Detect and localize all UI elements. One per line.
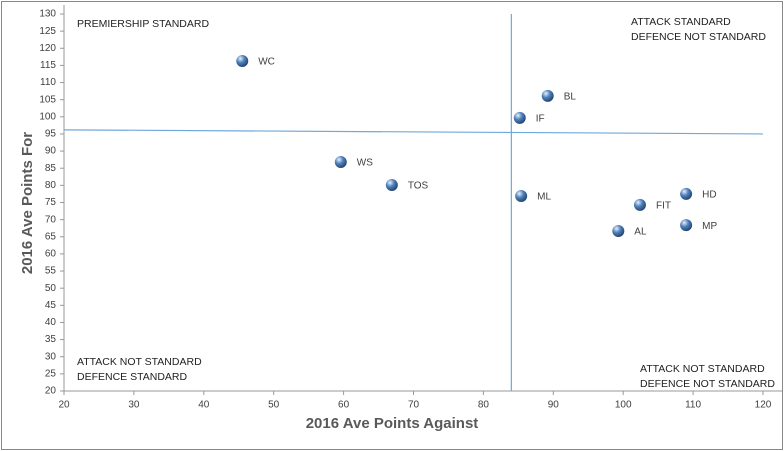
x-tick-label: 60 — [338, 400, 350, 411]
y-tick-label: 125 — [39, 26, 56, 37]
x-axis-title: 2016 Ave Points Against — [306, 415, 479, 432]
data-point — [612, 224, 625, 237]
y-tick-label: 100 — [39, 111, 56, 122]
point-label: IF — [536, 113, 545, 124]
y-tick-label: 105 — [39, 94, 56, 105]
y-tick-label: 30 — [45, 351, 57, 362]
data-point — [541, 89, 554, 102]
y-tick-label: 130 — [39, 9, 56, 20]
y-tick-label: 45 — [45, 300, 57, 311]
y-tick-label: 90 — [45, 146, 57, 157]
data-point — [334, 156, 347, 169]
point-label: FIT — [656, 201, 671, 212]
point-label: WC — [258, 57, 275, 68]
y-tick-label: 110 — [40, 77, 56, 88]
quadrant-annotation: ATTACK STANDARD — [631, 16, 731, 28]
point-label: TOS — [408, 181, 429, 192]
y-tick-label: 85 — [45, 163, 57, 174]
data-point — [513, 111, 526, 124]
y-tick-label: 20 — [45, 386, 57, 397]
x-tick-label: 90 — [548, 400, 560, 411]
data-point — [680, 187, 693, 200]
x-tick-label: 100 — [615, 400, 632, 411]
point-label: HD — [702, 190, 716, 201]
y-tick-label: 25 — [45, 369, 57, 380]
y-tick-label: 95 — [45, 129, 57, 140]
data-point — [515, 189, 528, 202]
quadrant-annotation: DEFENCE NOT STANDARD — [631, 31, 766, 43]
y-tick-label: 50 — [45, 283, 57, 294]
quadrant-annotation: PREMIERSHIP STANDARD — [77, 18, 209, 30]
y-tick-label: 70 — [45, 214, 57, 225]
point-label: ML — [537, 192, 551, 203]
point-label: AL — [634, 227, 647, 238]
quadrant-annotation: ATTACK NOT STANDARD — [77, 356, 202, 368]
data-point — [385, 179, 398, 192]
y-tick-label: 115 — [40, 60, 56, 71]
y-axis-title: 2016 Ave Points For — [19, 132, 36, 274]
x-tick-label: 20 — [58, 400, 70, 411]
x-tick-label: 40 — [198, 400, 210, 411]
x-tick-label: 70 — [408, 400, 420, 411]
data-point — [236, 54, 249, 67]
quadrant-annotation: DEFENCE NOT STANDARD — [640, 378, 775, 390]
y-tick-label: 55 — [45, 266, 57, 277]
y-tick-label: 80 — [45, 180, 57, 191]
data-point — [633, 198, 646, 211]
point-label: MP — [702, 221, 717, 232]
quadrant-annotation: DEFENCE STANDARD — [77, 371, 187, 383]
x-tick-label: 110 — [685, 400, 701, 411]
y-tick-label: 60 — [45, 249, 57, 260]
x-tick-label: 120 — [755, 400, 772, 411]
y-tick-label: 75 — [45, 197, 57, 208]
y-tick-label: 40 — [45, 317, 57, 328]
quadrant-annotation: ATTACK NOT STANDARD — [640, 363, 765, 375]
x-tick-label: 80 — [478, 400, 490, 411]
point-label: WS — [357, 158, 373, 169]
y-tick-label: 35 — [45, 334, 57, 345]
y-tick-label: 65 — [45, 231, 57, 242]
data-point — [680, 219, 693, 232]
x-tick-label: 30 — [128, 400, 140, 411]
reference-line — [63, 129, 764, 135]
y-tick-label: 120 — [39, 43, 56, 54]
point-label: BL — [564, 92, 577, 103]
x-tick-label: 50 — [268, 400, 280, 411]
